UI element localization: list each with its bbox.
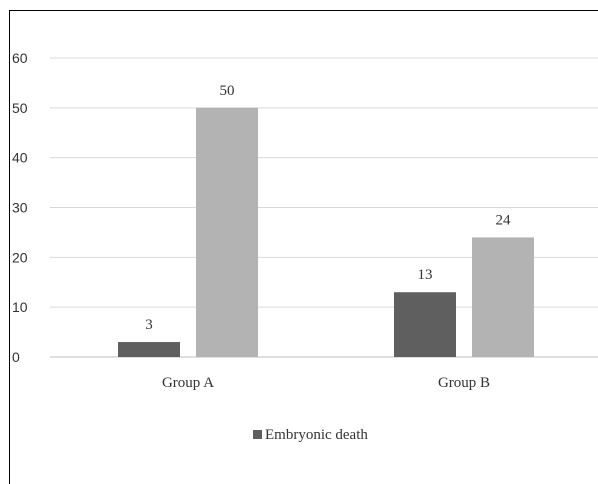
x-tick-label-group-a: Group A xyxy=(162,375,214,391)
y-tick-label-50: 50 xyxy=(12,100,28,116)
y-tick-label-40: 40 xyxy=(12,150,28,166)
bar-group-b-series-2 xyxy=(472,237,534,357)
y-tick-label-20: 20 xyxy=(12,249,28,265)
data-label-group-a-series-2: 50 xyxy=(220,83,235,99)
y-tick-label-30: 30 xyxy=(12,200,28,216)
x-tick-label-group-b: Group B xyxy=(438,375,490,391)
data-label-group-b-series-2: 24 xyxy=(496,212,512,228)
bar-group-b-series-1 xyxy=(394,292,456,357)
data-label-group-a-series-1: 3 xyxy=(145,317,153,333)
bar-group-a-series-1 xyxy=(118,342,180,357)
y-tick-label-10: 10 xyxy=(12,299,28,315)
legend-swatch xyxy=(253,430,262,439)
y-tick-label-60: 60 xyxy=(12,50,28,66)
bar-group-a-series-2 xyxy=(196,107,258,357)
data-label-group-b-series-1: 13 xyxy=(418,267,433,283)
y-tick-label-0: 0 xyxy=(12,349,20,365)
legend-label: Embryonic death xyxy=(265,427,368,443)
